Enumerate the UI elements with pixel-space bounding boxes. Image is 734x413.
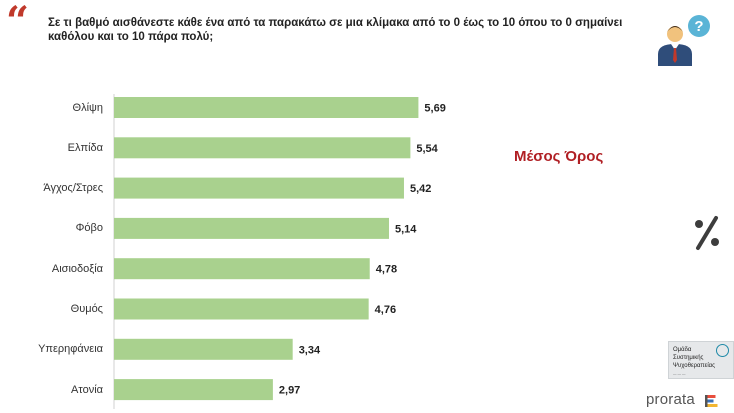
category-label: Άγχος/Στρες [43, 182, 103, 195]
bar-value-label: 3,34 [299, 344, 321, 356]
bar-value-label: 4,76 [375, 304, 396, 316]
category-label: Υπερηφάνεια [38, 343, 103, 356]
group-logo-line: Ομάδα [673, 347, 692, 353]
category-label: Θλίψη [72, 101, 103, 114]
mean-label: Μέσος Όρος [514, 148, 604, 165]
group-emblem-icon [716, 344, 729, 357]
bar-1 [114, 97, 419, 118]
category-label: Αισιοδοξία [51, 262, 103, 275]
category-label: Ελπίδα [67, 141, 103, 154]
prorata-logo: prorata [646, 391, 695, 408]
group-logo-line: Ψυχοθεραπείας [673, 363, 716, 369]
bar-8 [114, 379, 273, 401]
group-logo-subtext: — — — [673, 372, 686, 376]
person-with-question-icon: ? [658, 15, 710, 66]
bar-2 [114, 137, 411, 159]
survey-question: Σε τι βαθμό αισθάνεστε κάθε ένα από τα π… [48, 17, 623, 43]
group-logo-line: Συστημικής [673, 355, 704, 361]
bar-value-label: 5,14 [395, 223, 417, 235]
category-label: Θυμός [70, 303, 103, 315]
quote-icon: “ [6, 0, 30, 45]
category-label: Ατονία [71, 383, 103, 396]
bar-value-label: 5,69 [424, 103, 445, 115]
bar-value-label: 5,54 [416, 143, 438, 155]
bar-7 [114, 338, 293, 360]
percent-icon [695, 216, 719, 250]
bar-6 [114, 298, 369, 320]
category-label: Φόβο [75, 222, 103, 235]
bar-value-label: 5,42 [410, 183, 431, 195]
svg-text:?: ? [694, 18, 703, 35]
bar-4 [114, 217, 389, 239]
bar-value-label: 4,78 [376, 264, 397, 276]
bar-5 [114, 258, 370, 280]
therapy-group-logo: Ομάδα Συστημικής Ψυχοθεραπείας — — — [668, 341, 734, 379]
bar-value-label: 2,97 [279, 385, 300, 397]
prorata-bars-icon [705, 395, 718, 407]
bar-3 [114, 177, 404, 199]
